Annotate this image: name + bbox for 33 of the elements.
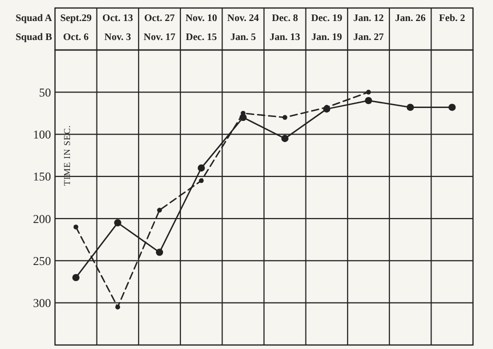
point [281, 134, 288, 142]
y-tick-label: 300 [33, 296, 51, 310]
y-tick-label: 100 [33, 127, 51, 142]
x-tick-label: Jan. 12 Jan. 27 [353, 13, 384, 43]
x-tick-label: Nov. 24 Jan. 5 [227, 13, 259, 43]
point [115, 304, 120, 310]
point [72, 274, 80, 282]
text: Squad A [16, 13, 53, 24]
x-tick-label: Sept.29 Oct. 6 [60, 13, 92, 43]
x-tick-label: Jan. 26 [395, 13, 426, 24]
x-tick-label: Dec. 8 Jan. 13 [270, 13, 300, 43]
point [406, 104, 414, 111]
y-tick-label: 50 [39, 85, 51, 100]
x-tick-label: Feb. 2 [439, 13, 466, 24]
x-tick-label: Oct. 13 Nov. 3 [102, 13, 133, 43]
point [364, 96, 372, 104]
point [366, 90, 371, 95]
point [114, 219, 122, 226]
x-tick-label: Dec. 19 Jan. 19 [311, 13, 342, 43]
point [282, 115, 288, 120]
y-tick-label: 150 [33, 170, 51, 184]
point [157, 208, 162, 213]
y-tick-label: 200 [33, 212, 51, 226]
y-axis-title: TIME IN SEC. [62, 124, 72, 186]
point [448, 104, 456, 111]
point [156, 248, 164, 256]
point [198, 164, 205, 172]
point [198, 178, 204, 184]
x-tick-label: Oct. 27 Nov. 17 [144, 13, 176, 43]
x-tick-label: Nov. 10 Dec. 15 [185, 13, 218, 43]
point [74, 224, 78, 230]
text: Squad B [16, 32, 52, 43]
y-tick-label: 250 [33, 254, 51, 268]
